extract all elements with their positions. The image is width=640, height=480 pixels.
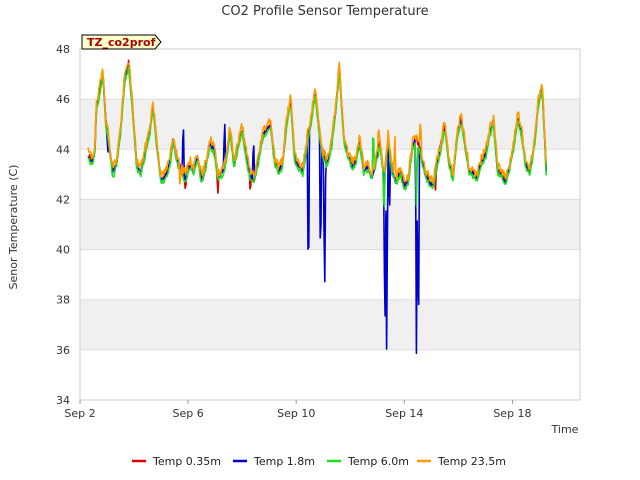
x-tick-label: Sep 18 [493, 407, 531, 420]
x-tick-label: Sep 2 [64, 407, 95, 420]
y-tick-label: 42 [56, 193, 70, 206]
legend-label: Temp 0.35m [152, 455, 221, 468]
band-1 [80, 199, 580, 250]
series-lines [87, 59, 547, 355]
background-bands [80, 99, 580, 350]
band-2 [80, 99, 580, 150]
legend-label: Temp 6.0m [347, 455, 409, 468]
legend: Temp 0.35m Temp 1.8m Temp 6.0m Temp 23.5m [132, 455, 506, 468]
tag-label: TZ_co2prof [87, 36, 156, 49]
y-axis-title: Senor Temperature (C) [7, 165, 20, 290]
legend-label: Temp 23.5m [437, 455, 506, 468]
y-tick-label: 36 [56, 344, 70, 357]
band-0 [80, 299, 580, 350]
legend-label: Temp 1.8m [253, 455, 315, 468]
chart-title: CO2 Profile Sensor Temperature [221, 4, 428, 19]
y-tick-label: 34 [56, 394, 70, 407]
y-tick-label: 48 [56, 43, 70, 56]
y-tick-label: 40 [56, 244, 70, 257]
tag-box: TZ_co2prof [81, 34, 162, 50]
x-axis-ticks: Sep 2 Sep 6 Sep 10 Sep 14 Sep 18 [64, 400, 532, 420]
x-tick-label: Sep 10 [277, 407, 315, 420]
tag-box-shape [81, 34, 162, 50]
series-line-2 [87, 66, 547, 208]
x-tick-label: Sep 14 [385, 407, 423, 420]
plot-frame [79, 48, 581, 401]
series-line-3 [87, 61, 547, 185]
x-tick-label: Sep 6 [172, 407, 203, 420]
y-axis-ticks: 34 36 38 40 42 44 46 48 [56, 43, 70, 407]
x-axis-title: Time [551, 423, 579, 436]
y-tick-label: 46 [56, 93, 70, 106]
y-tick-label: 44 [56, 143, 70, 156]
y-tick-label: 38 [56, 294, 70, 307]
